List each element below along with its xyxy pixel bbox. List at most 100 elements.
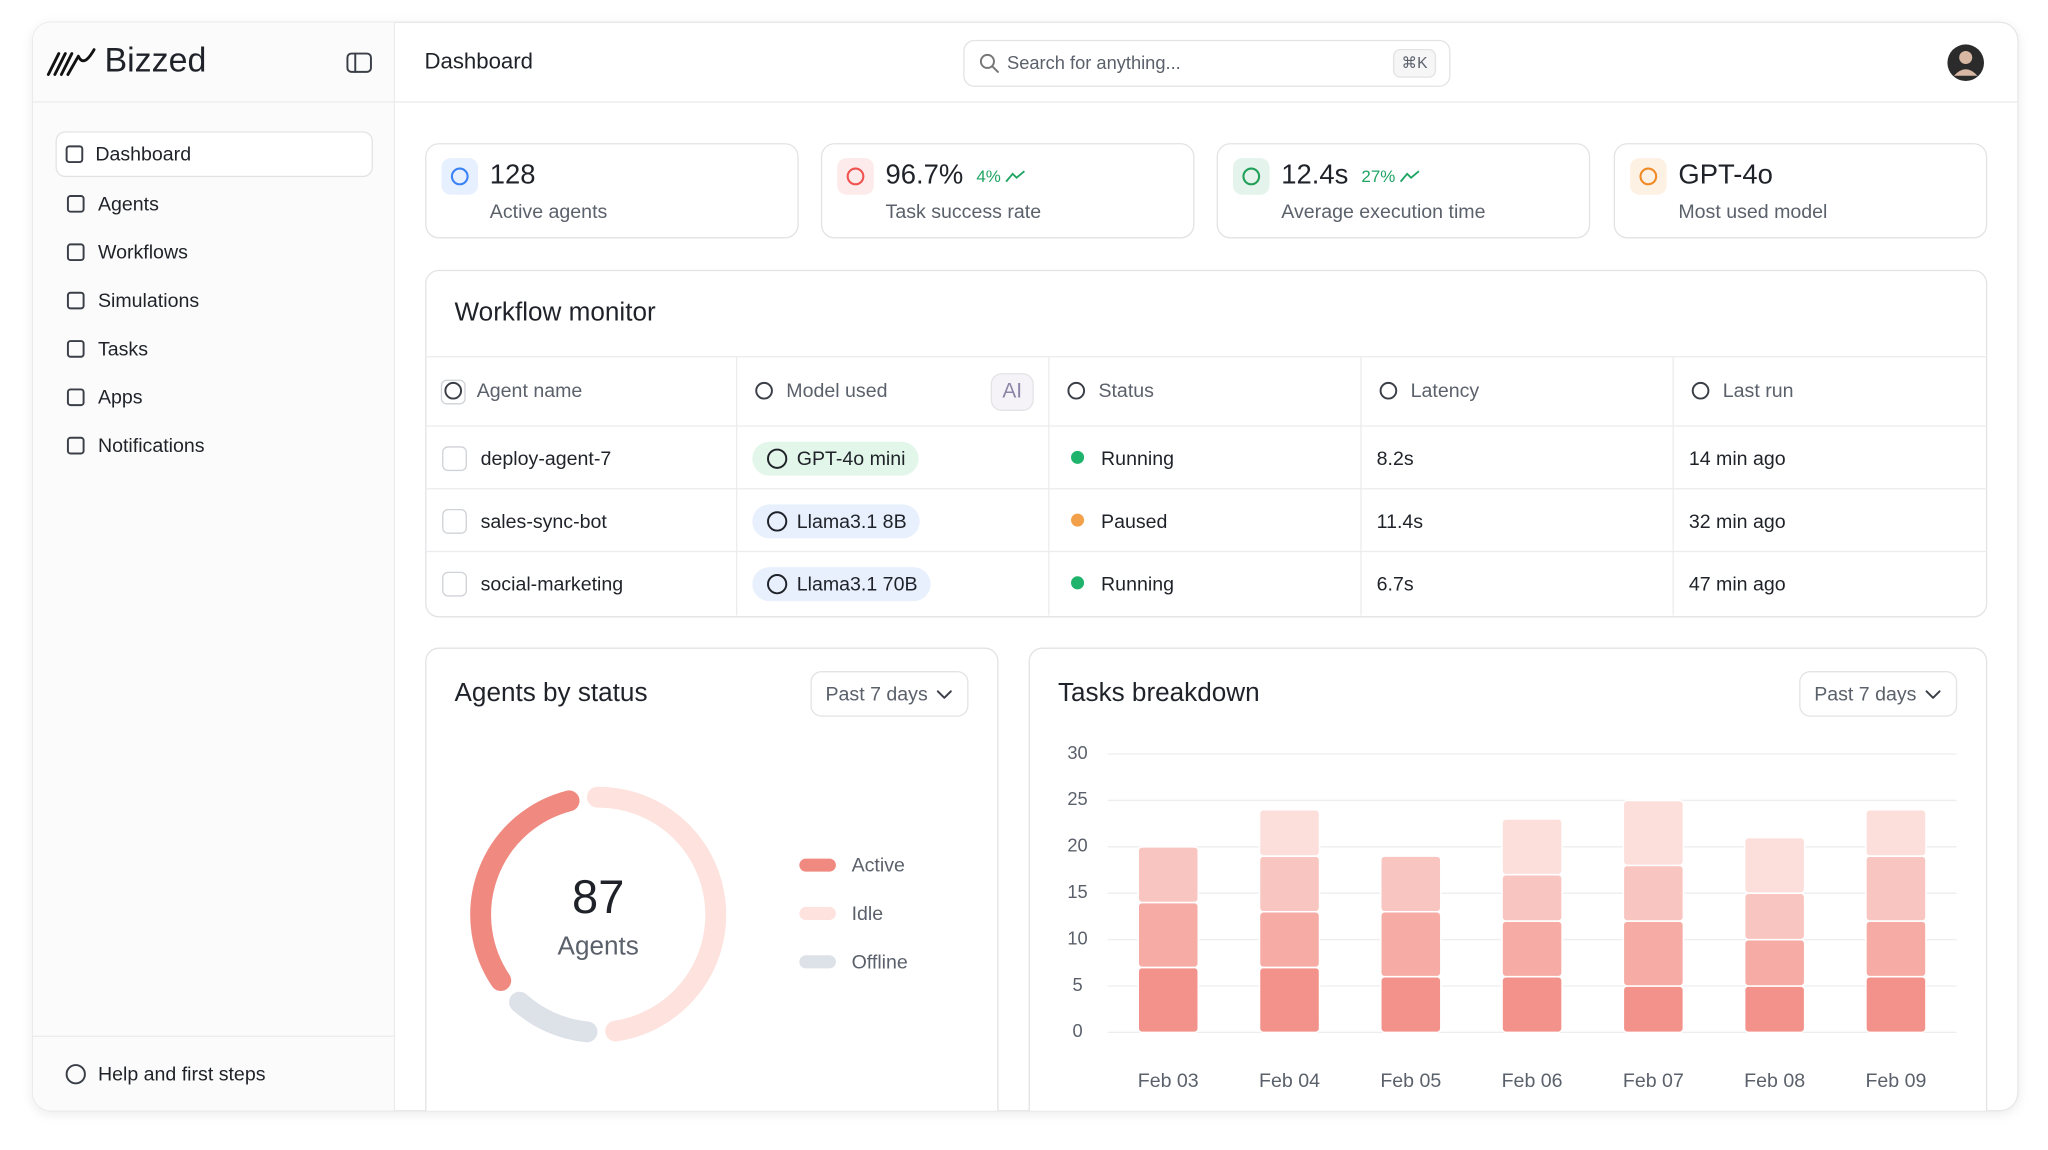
nav-item[interactable]: Tasks: [66, 338, 148, 360]
model-name: GPT-4o mini: [797, 448, 906, 470]
bar-segment: [1743, 938, 1806, 987]
stat-card: 96.7% Task success rate 4%: [820, 143, 1195, 239]
nav-label: Apps: [98, 387, 143, 409]
stat-value: 128: [490, 159, 536, 190]
nav-item[interactable]: Dashboard: [65, 144, 191, 166]
last-run: 32 min ago: [1689, 511, 1786, 533]
row-checkbox[interactable]: [442, 571, 467, 597]
y-tick-label: 15: [1067, 881, 1087, 902]
row-checkbox[interactable]: [442, 446, 467, 472]
column-icon: [1067, 381, 1086, 400]
bar-segment: [1501, 920, 1563, 978]
workflow-title: Workflow monitor: [455, 297, 656, 327]
donut-center-value: 87: [572, 870, 624, 923]
stat-trend-icon: [1005, 170, 1025, 183]
bar-segment: [1622, 864, 1685, 922]
stat-card: GPT-4o Most used model: [1613, 143, 1988, 239]
search-box[interactable]: Search for anything... ⌘K: [963, 39, 1451, 87]
agent-name: social-marketing: [481, 574, 624, 596]
bar-segment: [1137, 901, 1200, 969]
search-shortcut: ⌘K: [1401, 55, 1428, 72]
legend-swatch: [799, 906, 836, 920]
donut-center-label: Agents: [558, 930, 639, 960]
legend-swatch: [799, 858, 836, 872]
stat-label: Most used model: [1678, 201, 1827, 223]
y-tick-label: 5: [1072, 974, 1082, 995]
bar-chart: 0 5 10 15 20 25 30 Feb 03 Feb 04 Feb 05 Feb 06 Feb …: [1067, 742, 1957, 1092]
column-icon: [1379, 381, 1398, 400]
brand-name: Bizzed: [104, 42, 206, 80]
workflow-table: Agent name Model used Status Latency Last ru…: [425, 356, 1987, 616]
agent-name: sales-sync-bot: [481, 511, 608, 533]
stat-value: GPT-4o: [1678, 159, 1772, 190]
stat-card-bg: [425, 143, 799, 239]
stat-card-bg: [820, 143, 1195, 239]
nav-item[interactable]: Agents: [66, 193, 159, 215]
bar-segment: [1379, 975, 1442, 1034]
bar-segment: [1258, 910, 1321, 969]
latency: 6.7s: [1377, 574, 1414, 596]
bar-segment: [1865, 975, 1927, 1034]
nav-item[interactable]: Simulations: [66, 290, 199, 312]
model-icon: [767, 574, 788, 595]
sidebar: [32, 22, 395, 1111]
column-icon: [444, 381, 463, 400]
agents-filter[interactable]: Past 7 days: [810, 671, 969, 717]
page-title: Dashboard: [424, 49, 533, 74]
stat-icon: [1242, 167, 1261, 186]
agent-name: deploy-agent-7: [481, 448, 612, 470]
status-dot: [1071, 450, 1085, 464]
bar-segment: [1865, 808, 1927, 857]
row-checkbox[interactable]: [442, 509, 467, 534]
help-link[interactable]: Help and first steps: [65, 1064, 266, 1086]
bar-segment: [1743, 892, 1806, 941]
app: Bizzed Dashboard Agents Workflows Simulatio…: [32, 22, 2018, 1111]
x-tick-label: Feb 03: [1138, 1070, 1199, 1092]
nav-icon: [66, 243, 85, 262]
nav-item[interactable]: Apps: [66, 387, 143, 409]
avatar[interactable]: [1947, 44, 1984, 82]
x-tick-label: Feb 04: [1259, 1070, 1320, 1092]
nav-item[interactable]: Workflows: [66, 242, 188, 264]
stat-card-bg: [1613, 143, 1988, 239]
model-icon: [767, 511, 788, 532]
status: Running: [1101, 574, 1174, 596]
table-row: sales-sync-bot Llama3.1 8B Paused 11.4s 32 m…: [442, 504, 1786, 539]
ai-badge-bg[interactable]: [990, 373, 1034, 411]
bar-segment: [1258, 966, 1321, 1034]
sidebar-toggle[interactable]: [346, 52, 372, 73]
agents-filter-text: Past 7 days: [825, 683, 927, 705]
donut-chart: 87 Agents Active Idle Offline: [470, 786, 908, 1043]
bar-segment: [1622, 920, 1685, 987]
nav-label: Agents: [98, 193, 159, 215]
nav-icon: [66, 340, 85, 358]
agents-title: Agents by status: [455, 677, 648, 707]
workflow-card: [425, 269, 1988, 618]
x-tick-label: Feb 08: [1744, 1070, 1805, 1092]
stat-card-bg: [1216, 143, 1591, 239]
bar-segment: [1137, 846, 1200, 904]
last-run: 14 min ago: [1689, 448, 1786, 470]
tasks-filter[interactable]: Past 7 days: [1799, 671, 1958, 717]
bar-segment: [1137, 966, 1200, 1034]
tasks-title: Tasks breakdown: [1058, 677, 1260, 707]
nav-icon: [66, 388, 85, 407]
status-dot: [1071, 513, 1085, 527]
stat-icon-bg: [441, 158, 479, 195]
stat-cards: 128 Active agents 96.7% Task success rate 4%…: [425, 143, 1988, 239]
model-name: Llama3.1 8B: [797, 511, 907, 533]
status: Paused: [1101, 511, 1167, 533]
stat-icon: [450, 167, 469, 186]
x-tick-label: Feb 05: [1380, 1070, 1441, 1092]
nav-label: Notifications: [98, 435, 205, 457]
stat-value: 96.7%: [886, 159, 964, 190]
nav-item[interactable]: Notifications: [66, 435, 205, 457]
y-tick-label: 25: [1067, 788, 1087, 809]
bar-segment: [1379, 910, 1442, 978]
stat-value: 12.4s: [1281, 159, 1348, 190]
model-icon: [767, 448, 788, 469]
legend-label: Active: [852, 855, 905, 877]
y-tick-label: 0: [1072, 1020, 1082, 1041]
